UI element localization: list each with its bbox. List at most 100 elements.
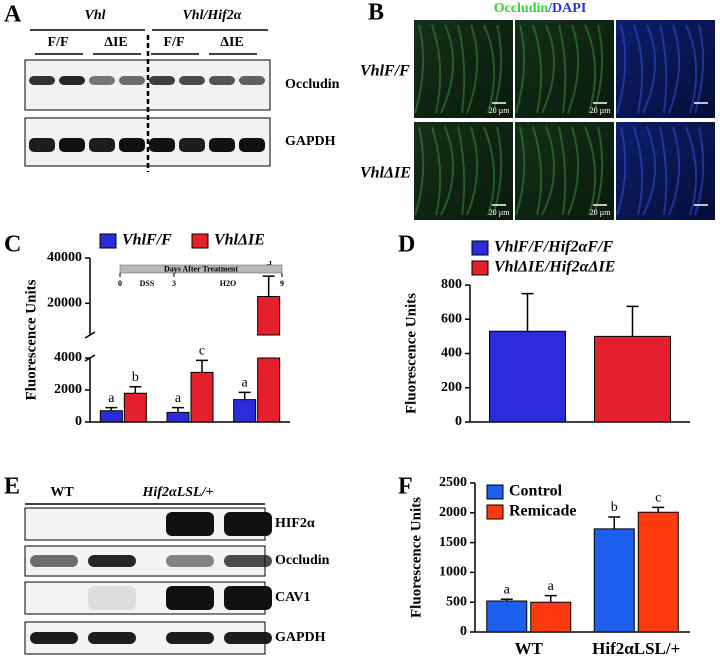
legend-swatch: [486, 504, 504, 520]
group-label: Vhl/Hif2α: [182, 8, 241, 23]
row-label: VhlF/F: [360, 63, 410, 80]
tissue-texture: [642, 126, 656, 216]
y-tick-label: 0: [75, 414, 82, 429]
legend-label: VhlF/F: [122, 232, 172, 249]
legend-label: VhlΔIE/Hif2αΔIE: [494, 259, 615, 276]
band-label: GAPDH: [275, 630, 326, 645]
blot-band: [149, 138, 175, 152]
tissue-texture: [483, 24, 496, 114]
bar: [486, 600, 528, 633]
y-tick-label: 600: [441, 311, 462, 326]
y-axis-title: Fluorescence Units: [408, 497, 424, 618]
group-label: WT: [50, 485, 74, 500]
error-bar: [262, 275, 275, 297]
error-bar: [608, 516, 621, 529]
tissue-texture: [414, 126, 425, 216]
tissue-texture: [431, 126, 442, 216]
tissue-texture: [558, 24, 567, 114]
group-label: Vhl: [84, 8, 105, 23]
tissue-texture: [414, 24, 425, 114]
tissue-texture: [431, 24, 442, 114]
scale-bar-label: 20 µm: [489, 106, 511, 115]
timeline-title: Days After Treatment: [164, 264, 238, 273]
y-tick-label: 1000: [439, 565, 467, 580]
panel-letter: F: [398, 474, 413, 500]
blot-band: [166, 512, 214, 536]
legend-label: Control: [509, 483, 563, 500]
y-tick-label: 40000: [47, 250, 82, 265]
panel-letter: D: [398, 232, 415, 258]
y-tick-label: 800: [441, 277, 462, 292]
blot-band: [88, 632, 136, 644]
blot-band: [88, 586, 136, 610]
legend-label: VhlF/F/Hif2αF/F: [494, 239, 613, 256]
tissue-texture: [567, 24, 580, 114]
bar: [594, 335, 671, 423]
significance-letter: a: [504, 582, 511, 597]
blot-band: [224, 555, 272, 567]
row-label: VhlΔIE: [360, 165, 411, 182]
blot-band: [166, 632, 214, 644]
image-title: Occludin/DAPI: [494, 1, 587, 16]
blot-band: [30, 555, 78, 567]
band-label: Occludin: [275, 553, 330, 568]
timeline-phase: H2O: [220, 279, 236, 288]
blot-band: [119, 138, 145, 152]
tissue-texture: [483, 126, 496, 216]
error-bar: [238, 391, 251, 400]
bar: [593, 528, 635, 633]
x-tick-label: Hif2αLSL/+: [592, 639, 680, 658]
tissue-texture: [515, 24, 526, 114]
error-bar: [500, 598, 513, 602]
timeline-bar: [119, 264, 283, 274]
bar: [123, 392, 147, 423]
tissue-texture: [668, 24, 681, 114]
blot-band: [59, 76, 85, 85]
tissue-texture: [659, 126, 668, 216]
blot-band: [166, 555, 214, 567]
bar: [637, 511, 679, 633]
blot-band: [89, 76, 115, 85]
panel-letter: C: [4, 232, 21, 258]
significance-letter: c: [655, 491, 661, 506]
group-label: Hif2αLSL/+: [142, 485, 214, 500]
tissue-texture: [492, 126, 503, 216]
blot-band: [239, 138, 265, 152]
tissue-texture: [567, 126, 580, 216]
blot-band: [209, 76, 235, 85]
blot-band: [30, 632, 78, 644]
title-dapi: /DAPI: [547, 1, 586, 16]
bar: [233, 399, 257, 423]
blot-band: [89, 138, 115, 152]
error-bar: [172, 406, 184, 413]
tissue-texture: [532, 24, 543, 114]
tissue-texture: [584, 126, 597, 216]
error-bar: [652, 506, 665, 513]
bar: [257, 296, 281, 423]
error-bar: [521, 292, 534, 332]
title-occludin: Occludin: [494, 1, 549, 16]
tissue-texture: [642, 24, 656, 114]
blot-band: [29, 138, 55, 152]
lane-label: ΔIE: [220, 35, 244, 50]
blot-band: [88, 555, 136, 567]
significance-letter: c: [199, 344, 205, 359]
tissue-texture: [633, 24, 644, 114]
blot-band: [179, 138, 205, 152]
band-label: GAPDH: [285, 134, 336, 149]
band-label: Occludin: [285, 77, 340, 92]
tissue-texture: [541, 126, 555, 216]
tissue-texture: [558, 126, 567, 216]
scale-bar-label: 20 µm: [590, 208, 612, 217]
bar: [166, 411, 190, 423]
y-axis-title: Fluorescence Units: [23, 279, 39, 400]
y-tick-label: 2000: [54, 382, 82, 397]
axis-break: [84, 331, 96, 339]
timeline-tick-label: 9: [280, 279, 284, 288]
significance-letter: b: [611, 500, 618, 515]
bar: [99, 410, 123, 423]
panel-letter: A: [4, 2, 22, 28]
tissue-texture: [659, 24, 668, 114]
tissue-texture: [668, 126, 681, 216]
